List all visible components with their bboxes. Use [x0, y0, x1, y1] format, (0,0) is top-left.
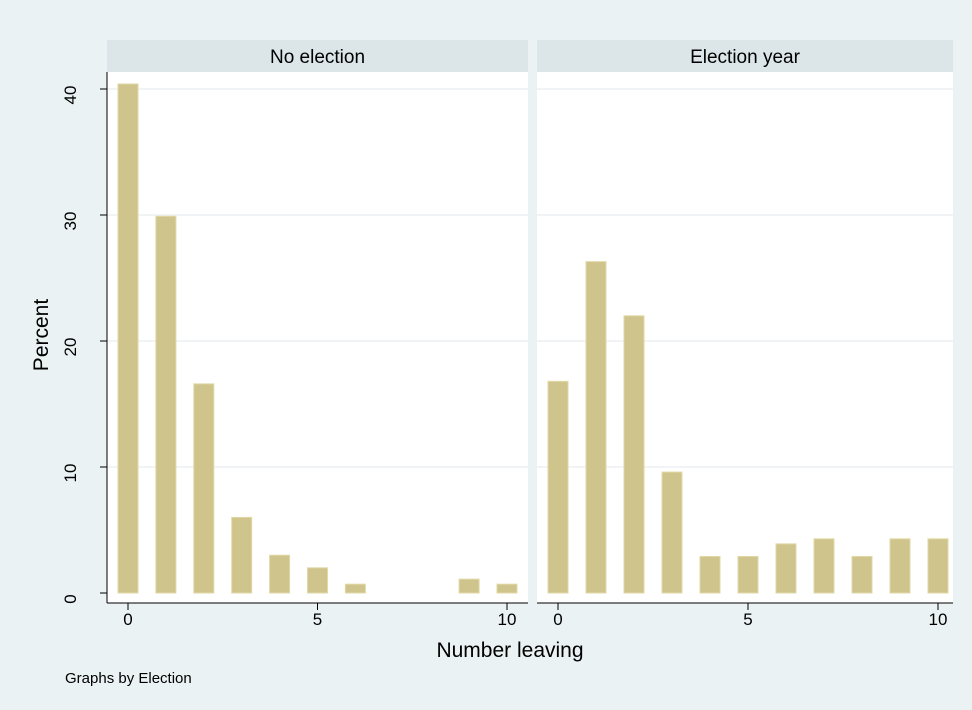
bar-2-x7	[813, 538, 835, 594]
bar-1-x9	[458, 578, 480, 594]
bar-1-x5	[307, 567, 328, 594]
x-tick-label-1-5: 5	[313, 610, 322, 629]
bar-1-x6	[344, 583, 366, 594]
bar-1-x1	[155, 215, 177, 594]
bar-2-x5	[737, 555, 759, 594]
y-tick-label-20: 20	[61, 338, 80, 357]
bar-2-x1	[585, 261, 607, 594]
bar-2-x9	[889, 538, 911, 594]
bar-2-x10	[927, 538, 949, 594]
bar-2-x2	[623, 315, 645, 594]
x-tick-label-2-5: 5	[743, 610, 752, 629]
bar-2-x0	[547, 380, 569, 594]
y-tick-label-30: 30	[61, 212, 80, 231]
bar-1-x10	[496, 583, 518, 594]
bar-2-x3	[661, 471, 683, 594]
bar-1-x3	[231, 516, 253, 594]
panel-strip-2	[537, 40, 953, 72]
graphs-by-note: Graphs by Election	[65, 670, 192, 687]
y-tick-label-40: 40	[61, 86, 80, 105]
y-tick-label-10: 10	[61, 464, 80, 483]
panel-title-2: Election year	[690, 47, 801, 68]
bar-2-x8	[851, 555, 873, 594]
x-tick-label-2-0: 0	[553, 610, 562, 629]
plot-area-1	[107, 72, 528, 603]
panel-title-1: No election	[270, 47, 365, 68]
x-tick-label-2-10: 10	[929, 610, 948, 629]
x-tick-label-1-10: 10	[498, 610, 517, 629]
bar-1-x2	[193, 383, 215, 594]
bar-2-x4	[699, 555, 721, 594]
bar-1-x4	[269, 554, 291, 594]
x-tick-label-1-0: 0	[123, 610, 132, 629]
bar-1-x0	[117, 83, 139, 594]
y-tick-label-0: 0	[61, 594, 80, 603]
panel-strip-1	[107, 40, 528, 72]
x-axis-title: Number leaving	[436, 639, 583, 662]
y-axis-title: Percent	[30, 299, 53, 372]
bar-2-x6	[775, 543, 797, 594]
